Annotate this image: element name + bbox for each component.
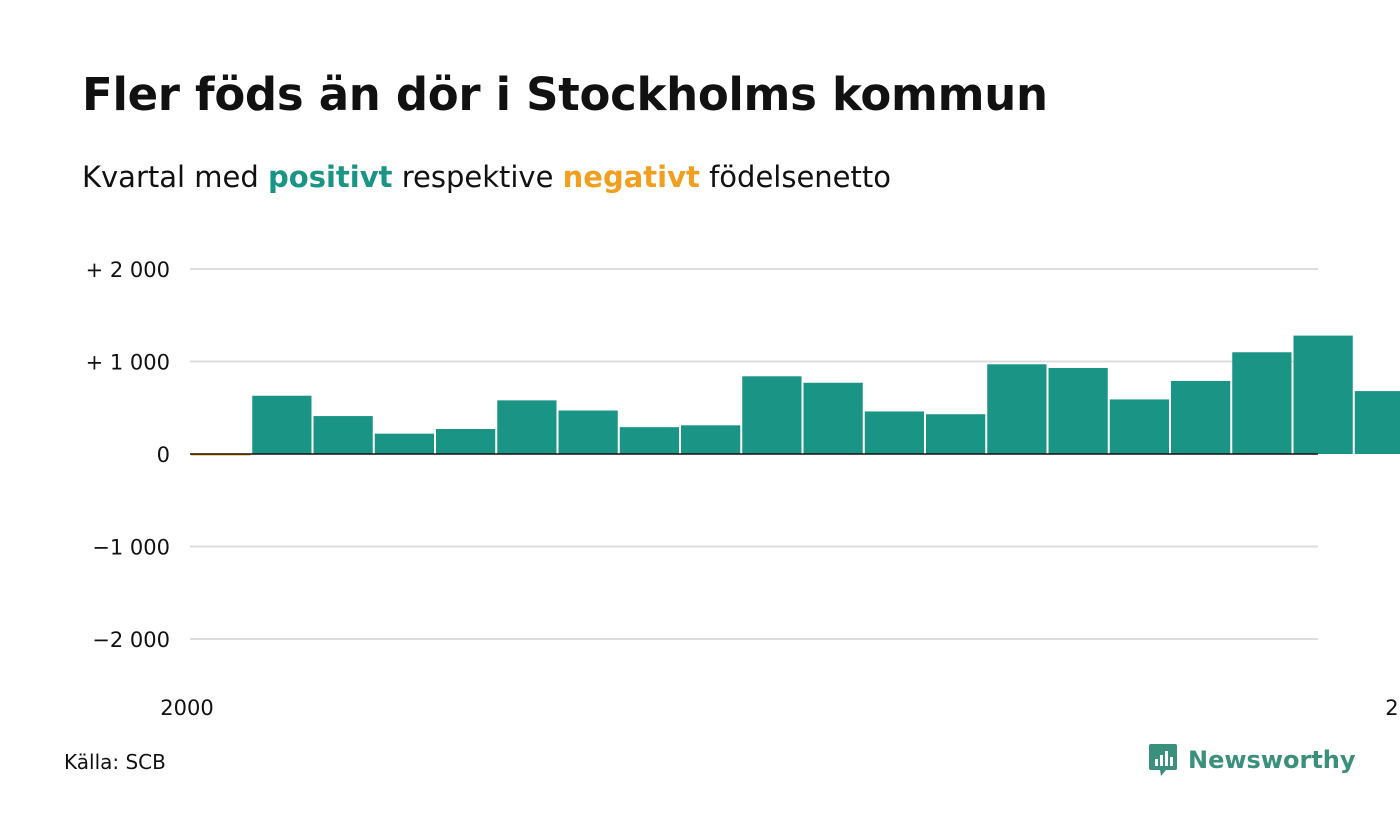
newsworthy-logo-icon <box>1149 744 1177 776</box>
bar <box>558 410 618 454</box>
subtitle-suffix: födelsenetto <box>699 160 891 194</box>
bar <box>619 427 679 454</box>
bar <box>681 425 741 454</box>
bar <box>252 395 312 454</box>
subtitle-positive-word: positivt <box>268 160 393 194</box>
y-tick-label: + 1 000 <box>86 351 170 375</box>
bar <box>803 382 863 454</box>
bar <box>864 411 924 454</box>
y-tick-label: + 2 000 <box>86 258 170 282</box>
x-tick-label: 2005 <box>1385 696 1400 720</box>
subtitle-middle: respektive <box>392 160 563 194</box>
subtitle-negative-word: negativt <box>562 160 700 194</box>
bar <box>1354 391 1400 454</box>
subtitle-prefix: Kvartal med <box>82 160 269 194</box>
x-tick-label: 2000 <box>160 696 213 720</box>
bar <box>374 433 434 454</box>
y-tick-label: −2 000 <box>92 628 170 652</box>
bar <box>313 416 373 454</box>
bar <box>926 414 986 454</box>
bar <box>987 364 1047 454</box>
chart-title: Fler föds än dör i Stockholms kommun <box>82 68 1048 121</box>
bar <box>1293 335 1353 454</box>
y-tick-label: −1 000 <box>92 536 170 560</box>
bar <box>436 429 496 454</box>
bar <box>497 400 557 454</box>
bar <box>1171 380 1231 455</box>
brand-name: Newsworthy <box>1188 746 1356 774</box>
brand: Newsworthy <box>1148 742 1356 778</box>
source-note: Källa: SCB <box>64 750 166 774</box>
bar <box>1232 352 1292 454</box>
y-tick-label: 0 <box>157 443 170 467</box>
bar <box>742 376 802 454</box>
bar <box>1109 399 1169 455</box>
bar <box>1048 367 1108 455</box>
chart-subtitle: Kvartal med positivt respektive negativt… <box>82 160 891 194</box>
